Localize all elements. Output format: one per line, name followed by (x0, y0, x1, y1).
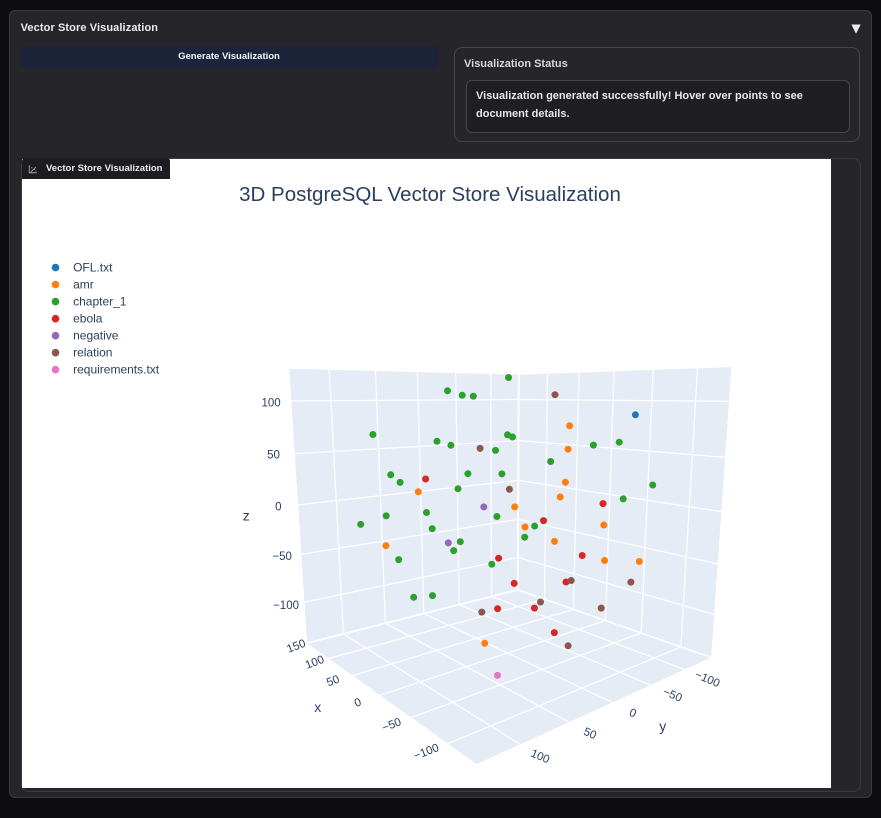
svg-text:−100: −100 (273, 600, 299, 612)
svg-text:100: 100 (528, 748, 550, 767)
svg-text:100: 100 (261, 397, 280, 409)
svg-text:−100: −100 (692, 669, 721, 690)
svg-text:3D PostgreSQL Vector Store Vis: 3D PostgreSQL Vector Store Visualization (239, 183, 621, 206)
svg-text:0: 0 (627, 707, 638, 721)
svg-text:0: 0 (352, 696, 362, 709)
svg-text:0: 0 (275, 502, 281, 514)
svg-text:ebola: ebola (73, 312, 103, 326)
svg-text:−50: −50 (660, 686, 683, 705)
svg-text:50: 50 (581, 726, 597, 742)
svg-text:x: x (314, 699, 321, 715)
svg-text:−100: −100 (412, 742, 440, 762)
svg-text:50: 50 (267, 450, 280, 462)
svg-text:relation: relation (73, 346, 112, 360)
svg-text:chapter_1: chapter_1 (73, 295, 127, 309)
svg-text:−50: −50 (272, 551, 292, 563)
svg-text:100: 100 (303, 654, 325, 672)
svg-text:150: 150 (285, 638, 307, 656)
svg-text:−50: −50 (380, 716, 403, 734)
svg-text:y: y (659, 718, 666, 734)
svg-text:OFL.txt: OFL.txt (73, 261, 113, 275)
svg-text:50: 50 (325, 674, 341, 690)
svg-text:negative: negative (73, 329, 119, 343)
svg-text:amr: amr (73, 278, 94, 292)
svg-text:z: z (242, 507, 249, 523)
svg-text:requirements.txt: requirements.txt (73, 363, 160, 377)
